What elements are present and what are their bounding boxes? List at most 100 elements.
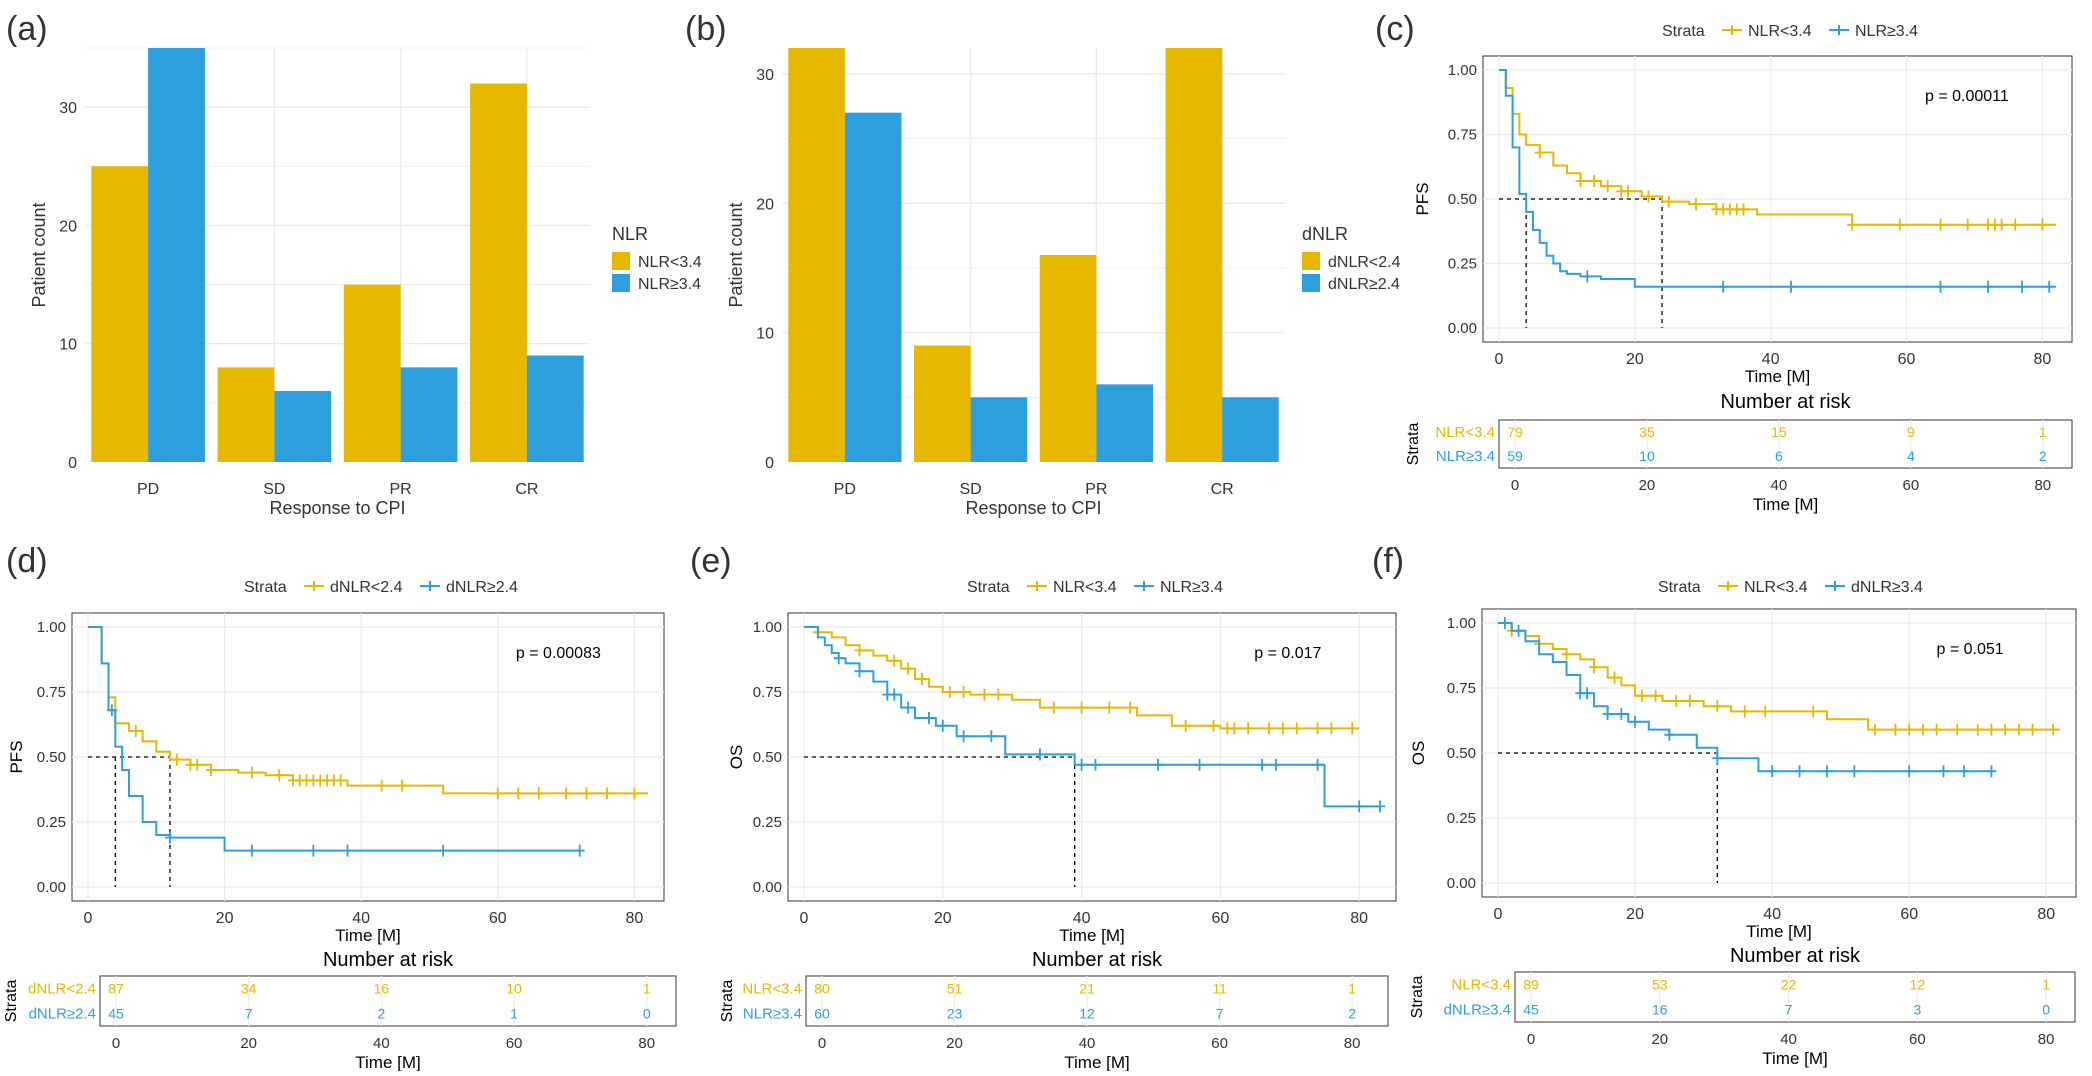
y-tick-label: 0 <box>68 455 77 472</box>
bar-NLR<3.4 <box>91 166 149 463</box>
censor-mark <box>1986 765 1997 778</box>
y-tick-label: 0.75 <box>1448 127 1477 144</box>
y-tick-label: 10 <box>59 337 77 354</box>
censor-mark <box>1229 722 1240 735</box>
legend-title: dNLR <box>1302 224 1348 244</box>
censor-mark <box>1643 190 1654 203</box>
risk-table-title: Number at risk <box>323 949 454 971</box>
legend-censor-mark <box>1834 25 1844 35</box>
censor-mark <box>1821 765 1832 778</box>
censor-mark <box>335 774 346 787</box>
x-tick-label: 40 <box>1762 351 1780 368</box>
risk-x-tick-label: 80 <box>2034 477 2051 494</box>
censor-mark <box>1312 722 1323 735</box>
censor-mark <box>1952 723 1963 736</box>
legend-entry: NLR<3.4 <box>1744 579 1808 596</box>
legend-censor-mark <box>1139 581 1149 591</box>
censor-mark <box>192 758 203 771</box>
censor-mark <box>2048 723 2059 736</box>
x-tick-label: SD <box>263 481 285 498</box>
risk-count: 2 <box>1348 1006 1356 1022</box>
censor-mark <box>1609 671 1620 684</box>
bar-NLR≥3.4 <box>274 391 332 462</box>
risk-count: 59 <box>1507 448 1523 464</box>
x-tick-label: PR <box>1085 481 1107 498</box>
legend-title: NLR <box>612 224 648 244</box>
risk-x-tick-label: 60 <box>1903 477 1920 494</box>
censor-mark <box>944 686 955 698</box>
censor-mark <box>1718 280 1729 293</box>
censor-mark <box>1257 758 1268 771</box>
censor-mark <box>1513 624 1524 637</box>
bar-dNLR≥2.4 <box>1096 384 1153 462</box>
legend-censor-mark <box>1830 581 1840 591</box>
y-tick-label: 0.50 <box>1447 745 1476 762</box>
risk-count: 9 <box>1907 424 1915 440</box>
censor-mark <box>1354 800 1365 813</box>
risk-count: 45 <box>108 1006 124 1022</box>
risk-count: 4 <box>1907 448 1915 464</box>
y-axis-label: PFS <box>7 740 26 773</box>
censor-mark <box>1738 203 1749 216</box>
x-tick-label: 20 <box>934 910 952 927</box>
risk-count: 87 <box>108 981 124 997</box>
legend-title: Strata <box>244 579 287 596</box>
legend-entry: dNLR≥2.4 <box>1328 276 1400 293</box>
x-tick-label: 20 <box>216 910 234 927</box>
legend-censor-mark <box>1032 581 1042 591</box>
censor-mark <box>1760 705 1771 718</box>
censor-mark <box>986 730 997 743</box>
censor-mark <box>1090 758 1101 771</box>
risk-count: 2 <box>2039 448 2047 464</box>
x-axis-label: Response to CPI <box>269 498 405 518</box>
legend-entry: dNLR<2.4 <box>330 579 403 596</box>
legend-swatch <box>612 252 630 270</box>
censor-mark <box>171 753 182 766</box>
risk-count: 53 <box>1652 977 1668 993</box>
km-curve-dNLR≥2.4 <box>88 626 580 852</box>
x-axis-label: Time [M] <box>1059 926 1124 945</box>
y-tick-label: 0.25 <box>37 814 66 831</box>
legend-swatch <box>612 274 630 292</box>
y-tick-label: 30 <box>59 100 77 117</box>
censor-mark <box>1664 728 1675 741</box>
y-tick-label: 20 <box>59 218 77 235</box>
censor-mark <box>1671 695 1682 707</box>
censor-mark <box>1684 695 1695 707</box>
legend-title: Strata <box>967 579 1010 596</box>
risk-count: 35 <box>1639 424 1655 440</box>
censor-mark <box>1534 146 1545 159</box>
risk-table-border <box>805 975 1389 1027</box>
censor-mark <box>2013 723 2024 736</box>
censor-mark <box>513 787 524 800</box>
x-tick-label: PD <box>834 481 856 498</box>
censor-mark <box>342 844 353 857</box>
risk-row-label: NLR≥3.4 <box>743 1006 802 1023</box>
panel-label: (b) <box>685 10 727 48</box>
risk-count: 80 <box>814 981 830 997</box>
p-value: p = 0.00083 <box>516 645 601 662</box>
y-tick-label: 10 <box>756 326 774 343</box>
censor-mark <box>1890 723 1901 736</box>
risk-count: 1 <box>2039 424 2047 440</box>
censor-mark <box>1499 617 1510 629</box>
risk-table-border <box>99 975 677 1027</box>
censor-mark <box>1582 270 1593 283</box>
censor-mark <box>2000 723 2011 736</box>
risk-x-axis-label: Time [M] <box>355 1053 420 1071</box>
y-tick-label: 0.25 <box>1448 256 1477 273</box>
risk-row-label: NLR<3.4 <box>1435 424 1495 441</box>
risk-x-tick-label: 20 <box>240 1035 257 1052</box>
risk-count: 7 <box>1785 1002 1793 1018</box>
censor-mark <box>1904 765 1915 778</box>
legend-censor-mark <box>425 581 435 591</box>
risk-x-tick-label: 60 <box>1211 1035 1228 1052</box>
censor-mark <box>854 665 865 678</box>
risk-count: 1 <box>510 1006 518 1022</box>
legend-entry: NLR<3.4 <box>1748 23 1812 40</box>
bar-NLR≥3.4 <box>148 48 205 462</box>
p-value: p = 0.017 <box>1254 645 1321 662</box>
risk-x-axis-label: Time [M] <box>1753 495 1818 514</box>
y-tick-label: 0.25 <box>1447 810 1476 827</box>
p-value: p = 0.00011 <box>1925 88 2009 105</box>
